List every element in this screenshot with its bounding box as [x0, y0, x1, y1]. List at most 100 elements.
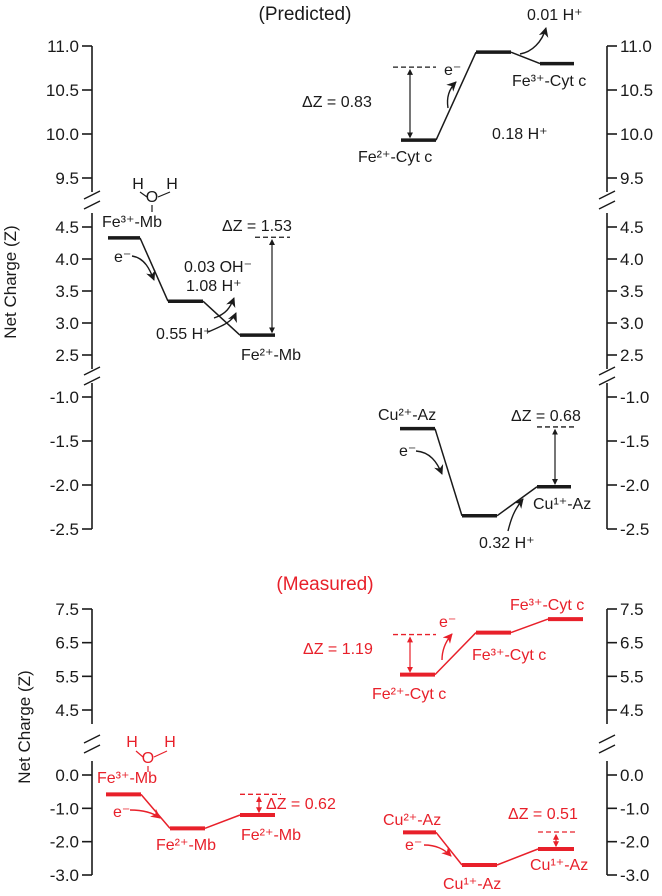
tick-label-left: -1.0 [50, 799, 79, 818]
predicted-cytc-delta-z: ΔZ = 0.83 [302, 94, 372, 111]
measured-mb-electron-label: e⁻ [113, 804, 130, 821]
tick-label-right: 3.0 [620, 314, 644, 333]
measured-az-connector-2 [496, 848, 539, 866]
tick-label-left: 3.5 [55, 282, 79, 301]
tick-label-left: 10.0 [46, 125, 79, 144]
tick-label-left: 2.5 [55, 346, 79, 365]
predicted-cytc-end-label: Fe³⁺-Cyt c [512, 73, 586, 90]
measured-mb-mid-label: Fe²⁺-Mb [156, 837, 216, 854]
predicted-y-axis-title: Net Charge (Z) [1, 225, 20, 338]
measured-cytc-end-label: Fe³⁺-Cyt c [510, 597, 584, 614]
tick-label-right: -2.0 [620, 833, 649, 852]
ligand-h2: H [164, 734, 176, 751]
measured-cytc-electron-arrow [441, 633, 453, 661]
tick-label-left: 9.5 [55, 169, 79, 188]
axis-break-mark [598, 744, 616, 754]
tick-label-right: 4.0 [620, 250, 644, 269]
predicted-mb-h-out-arrow [213, 297, 236, 319]
predicted-cytc-h-out-arrow [519, 27, 549, 55]
tick-label-right: -3.0 [620, 866, 649, 885]
predicted-mb-electron-label: e⁻ [114, 249, 131, 266]
measured-mb-delta-z: ΔZ = 0.62 [266, 796, 336, 813]
tick-label-right: 5.5 [620, 667, 644, 686]
measured-az-group: Cu²⁺-Az Cu¹⁺-Az Cu¹⁺-Az ΔZ = 0.51 e⁻ [383, 806, 588, 893]
measured-mb-electron-arrow [129, 808, 161, 819]
tick-label-right: 4.5 [620, 701, 644, 720]
tick-label-left: 4.0 [55, 250, 79, 269]
axis-break-mark [598, 200, 616, 210]
predicted-cytc-h-out-label: 0.01 H⁺ [527, 7, 583, 24]
tick-label-left: -1.5 [50, 432, 79, 451]
predicted-mb-h-out-label: 1.08 H⁺ [186, 278, 242, 295]
measured-cytc-mid-label: Fe³⁺-Cyt c [472, 647, 546, 664]
measured-mb-end-label: Fe²⁺-Mb [241, 827, 301, 844]
predicted-mb-electron-arrow [131, 255, 156, 281]
tick-label-right: -1.0 [620, 388, 649, 407]
predicted-water-ligand-icon: O H H [132, 176, 178, 212]
measured-cytc-start-label: Fe²⁺-Cyt c [372, 686, 446, 703]
predicted-az-connector-1 [434, 428, 463, 517]
tick-label-right: 2.5 [620, 346, 644, 365]
ligand-h1: H [126, 734, 138, 751]
predicted-az-delta-z: ΔZ = 0.68 [511, 408, 581, 425]
tick-label-right: 7.5 [620, 600, 644, 619]
axis-break-mark [83, 200, 101, 210]
predicted-cytc-start-label: Fe²⁺-Cyt c [358, 149, 432, 166]
measured-tick-labels: 7.5 7.5 6.5 6.5 5.5 5.5 4.5 4.5 0.0 0.0 -1.0 -1.0 -2… [50, 600, 650, 885]
axis-break-mark [598, 376, 616, 386]
predicted-az-h-in-label: 0.32 H⁺ [479, 535, 535, 552]
ligand-bond-2 [153, 750, 168, 758]
tick-label-right: -2.0 [620, 476, 649, 495]
predicted-mb-end-label: Fe²⁺-Mb [241, 347, 301, 364]
axis-break-mark [83, 366, 101, 376]
axis-break-mark [83, 744, 101, 754]
predicted-axes [82, 45, 617, 530]
predicted-mb-h-in-label: 0.55 H⁺ [156, 326, 212, 343]
measured-az-delta-z: ΔZ = 0.51 [508, 806, 578, 823]
measured-cytc-group: Fe²⁺-Cyt c Fe³⁺-Cyt c Fe³⁺-Cyt c ΔZ = 1.… [303, 597, 584, 703]
predicted-az-end-label: Cu¹⁺-Az [533, 496, 591, 513]
predicted-cytc-connector-2 [510, 51, 541, 65]
predicted-az-electron-arrow [415, 450, 444, 475]
predicted-cytc-connector-1 [435, 51, 477, 141]
measured-mb-group: O H H Fe³⁺-Mb Fe²⁺-Mb Fe²⁺-Mb ΔZ = 0.62 … [97, 734, 336, 854]
ligand-bond-2 [157, 191, 171, 198]
predicted-title: (Predicted) [259, 4, 352, 25]
predicted-cytc-h-in-label: 0.18 H⁺ [492, 126, 548, 143]
axis-break-mark [83, 190, 101, 200]
ligand-h1: H [132, 176, 144, 193]
predicted-mb-connector-2 [202, 300, 241, 336]
tick-label-left: -2.0 [50, 833, 79, 852]
predicted-mb-connector-1 [139, 237, 169, 302]
tick-label-left: -1.0 [50, 388, 79, 407]
tick-label-right: -2.5 [620, 520, 649, 539]
axis-break-mark [598, 734, 616, 744]
tick-label-right: 0.0 [620, 766, 644, 785]
measured-az-electron-arrow [423, 844, 452, 857]
tick-label-right: -1.5 [620, 432, 649, 451]
tick-label-left: 11.0 [47, 37, 79, 56]
ligand-o: O [142, 750, 154, 767]
predicted-az-connector-2 [496, 486, 538, 517]
tick-label-right: 10.5 [620, 81, 653, 100]
tick-label-right: 10.0 [620, 125, 653, 144]
measured-panel: (Measured) Net Charge (Z) 7.5 7.5 6.5 6.5 5.… [15, 574, 649, 893]
predicted-az-h-in-arrow [507, 498, 524, 532]
measured-axes [82, 608, 617, 876]
predicted-mb-group: O H H Fe³⁺-Mb Fe²⁺-Mb ΔZ = 1.53 e⁻ 0.55 … [102, 176, 301, 364]
tick-label-right: 4.5 [620, 218, 644, 237]
tick-label-left: 10.5 [46, 81, 79, 100]
measured-title: (Measured) [276, 574, 373, 595]
tick-label-left: 5.5 [55, 667, 79, 686]
tick-label-right: 3.5 [620, 282, 644, 301]
predicted-mb-oh-label: 0.03 OH⁻ [184, 259, 252, 276]
tick-label-left: -2.0 [50, 476, 79, 495]
measured-cytc-electron-label: e⁻ [439, 614, 456, 631]
measured-y-axis-title: Net Charge (Z) [15, 670, 34, 783]
tick-label-left: 4.5 [55, 218, 79, 237]
measured-az-end-label: Cu¹⁺-Az [530, 857, 588, 874]
tick-label-left: -2.5 [50, 520, 79, 539]
predicted-az-start-label: Cu²⁺-Az [378, 407, 436, 424]
ligand-o: O [146, 189, 158, 206]
ligand-bond-1 [135, 750, 144, 758]
